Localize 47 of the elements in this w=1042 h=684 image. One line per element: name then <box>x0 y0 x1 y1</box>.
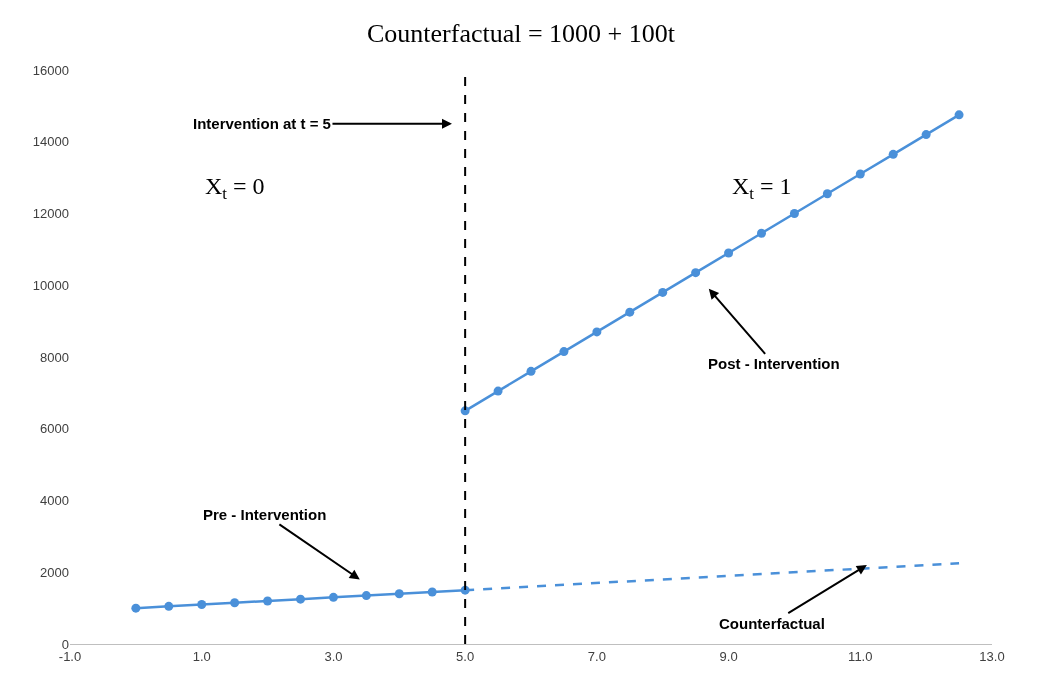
point <box>954 110 964 120</box>
x-tick-label: 5.0 <box>456 648 475 664</box>
point <box>789 209 799 218</box>
point <box>658 287 668 297</box>
y-tick-label: 6000 <box>40 421 69 437</box>
point <box>296 594 305 604</box>
point <box>724 248 734 258</box>
point <box>526 366 536 376</box>
point <box>625 307 635 317</box>
x-tick-label: 13.0 <box>979 648 1005 664</box>
point <box>197 600 207 610</box>
annotation: Counterfactual <box>719 615 825 632</box>
annotation: X$_{t}$ = 1 <box>732 173 792 204</box>
point <box>361 591 371 601</box>
point <box>164 601 174 611</box>
point <box>263 596 273 606</box>
y-tick-label: 2000 <box>40 564 69 580</box>
point <box>394 589 404 599</box>
annotation: Pre - Intervention <box>203 506 327 523</box>
annotation: Post - Intervention <box>708 355 840 372</box>
point <box>131 603 141 613</box>
y-tick-label: 10000 <box>32 277 69 293</box>
y-tick-label: 8000 <box>40 349 69 365</box>
point <box>592 327 602 337</box>
point <box>328 592 338 602</box>
point <box>559 347 569 357</box>
chart-title: Counterfactual = 1000 + 100t <box>366 19 676 49</box>
x-tick-label: 3.0 <box>324 648 343 664</box>
x-tick-label: 9.0 <box>719 648 738 664</box>
point <box>757 228 766 238</box>
point <box>691 268 701 278</box>
x-tick-label: 11.0 <box>848 648 873 664</box>
point <box>888 149 898 159</box>
point <box>921 130 931 140</box>
y-tick-label: 12000 <box>32 206 69 222</box>
annotation: Intervention at t = 5 <box>193 115 331 132</box>
x-tick-label: 1.0 <box>192 648 211 664</box>
point <box>493 386 503 396</box>
point <box>855 169 865 179</box>
point <box>427 587 437 597</box>
x-tick-label: 7.0 <box>587 648 606 664</box>
point <box>230 598 240 608</box>
y-tick-label: 4000 <box>40 493 69 509</box>
annotation: X$_{t}$ = 0 <box>205 173 265 204</box>
y-tick-label: 16000 <box>32 62 69 78</box>
y-tick-label: 14000 <box>32 134 69 150</box>
point <box>822 189 832 199</box>
